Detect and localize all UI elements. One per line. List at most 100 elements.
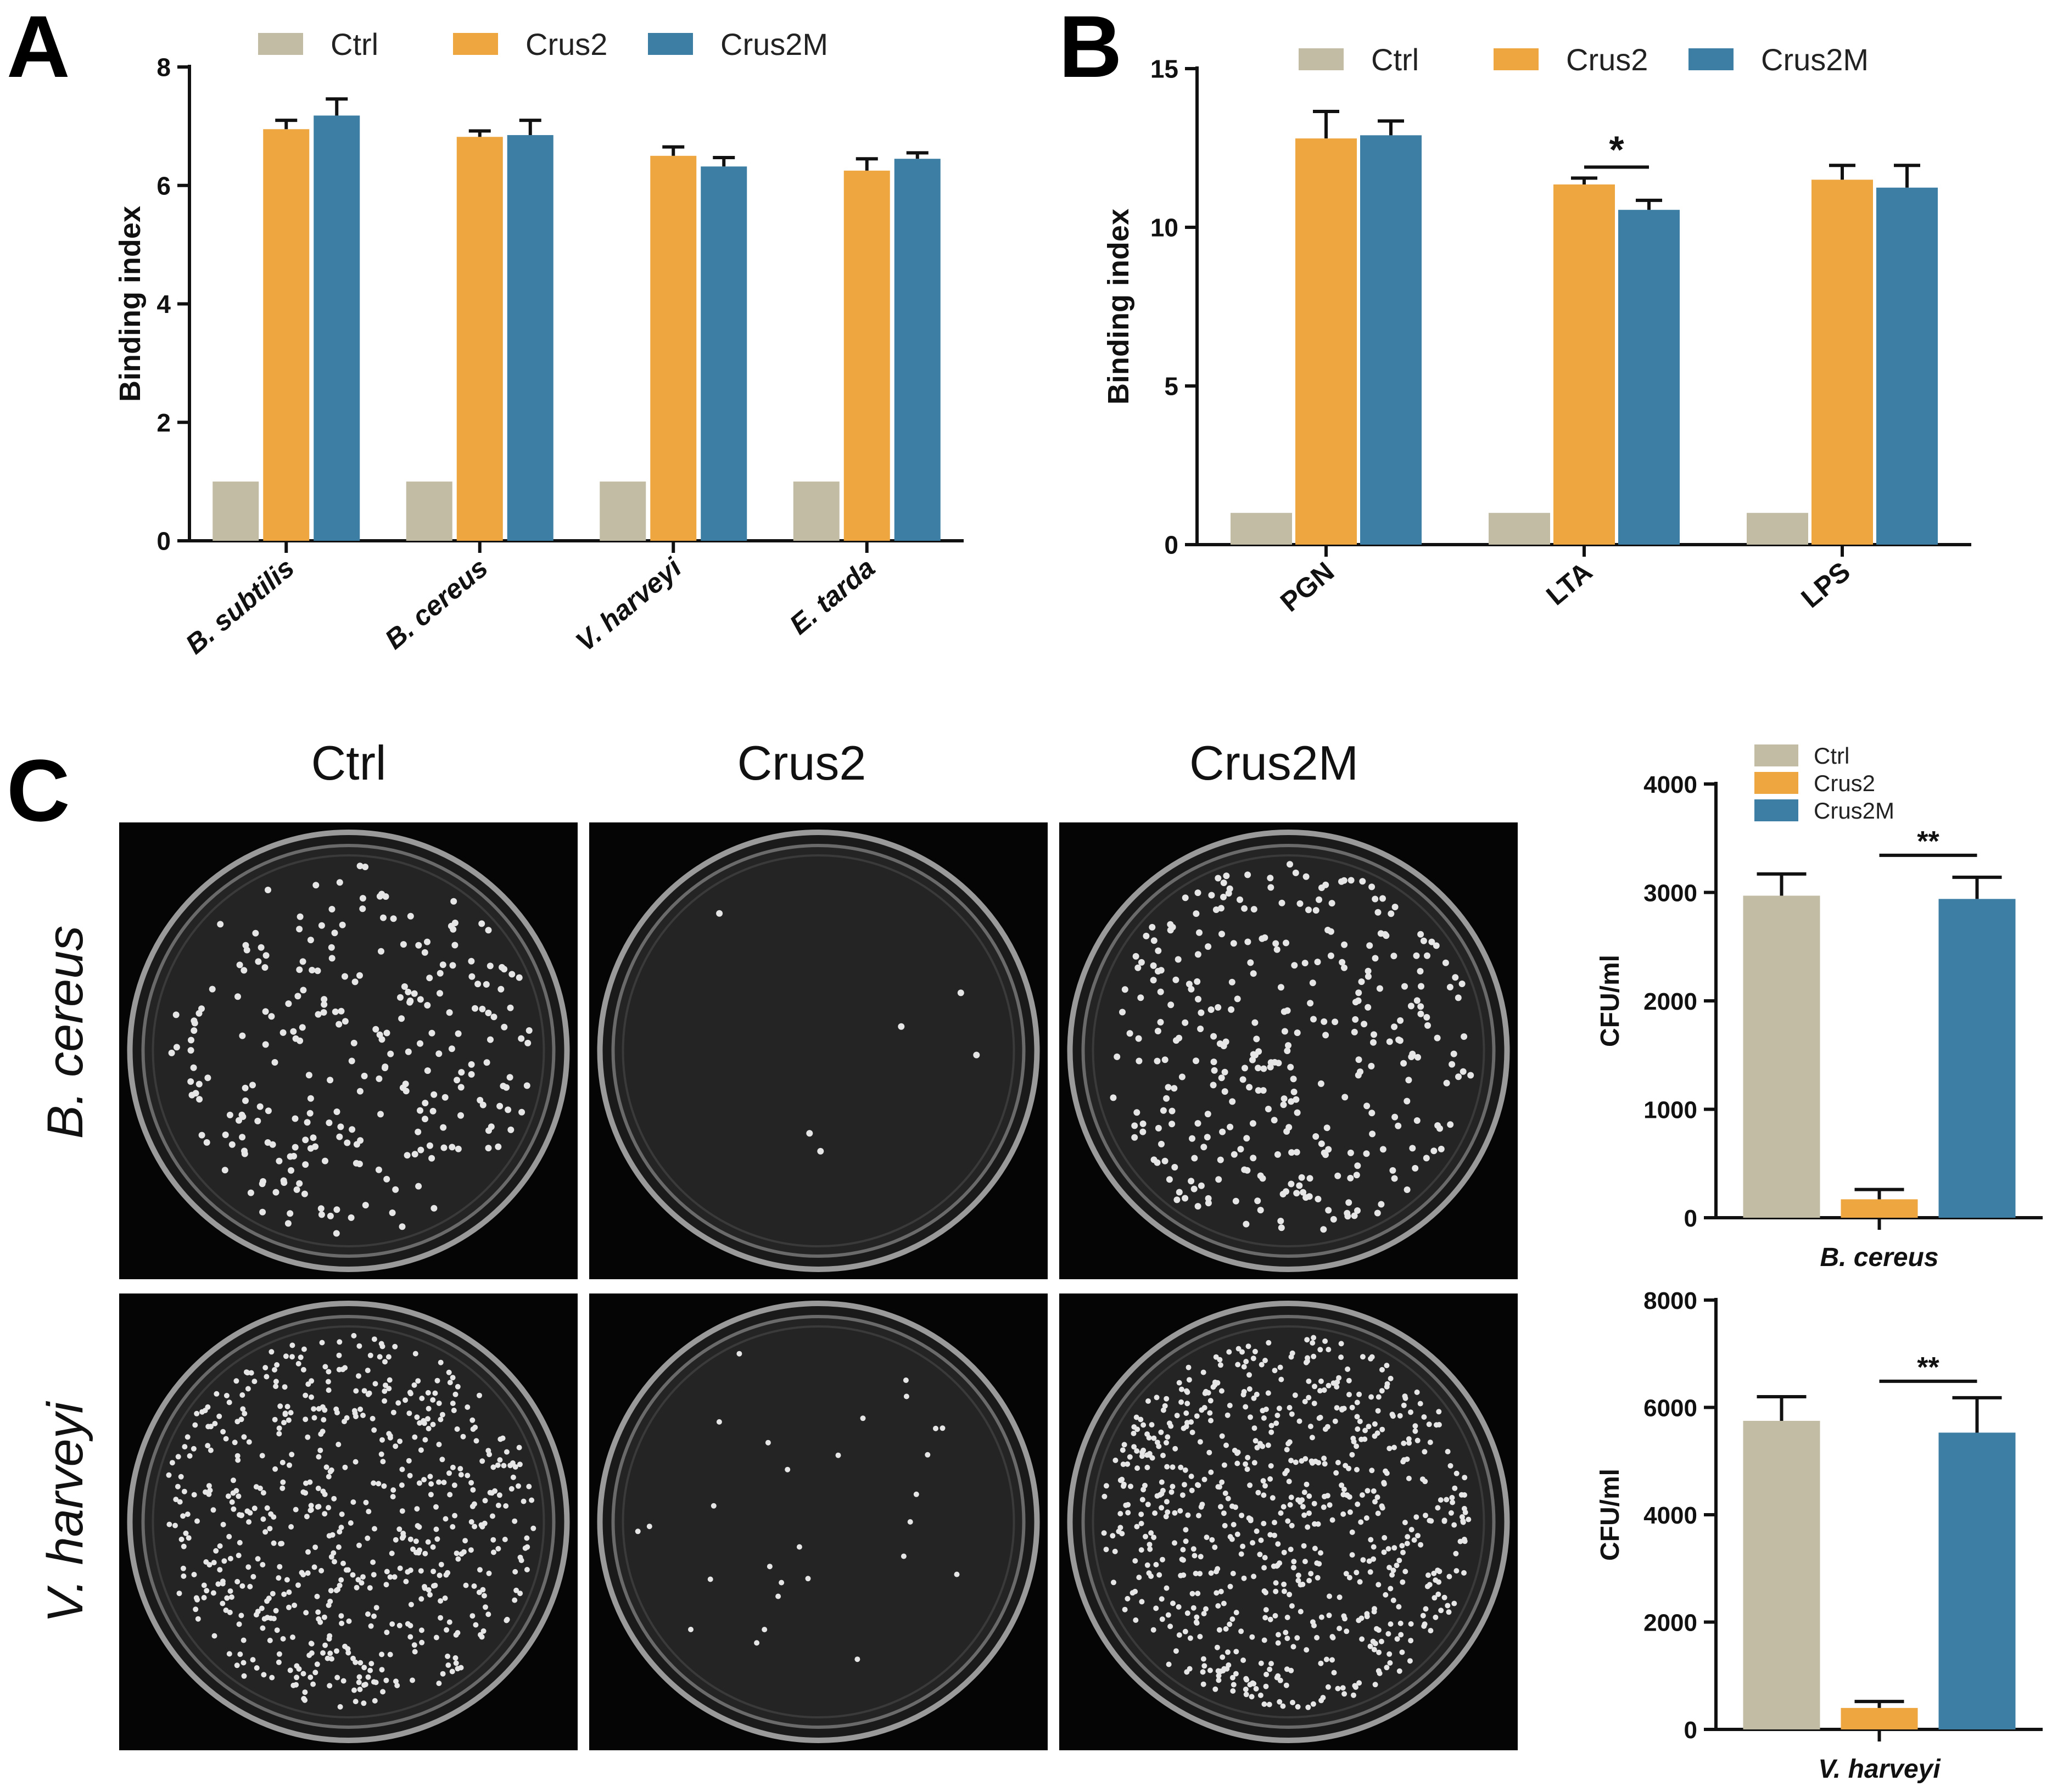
legend-swatch-crus2m — [1688, 48, 1734, 70]
bar-crus2-b-subtilis — [263, 129, 310, 541]
legend-swatch-ctrl — [1299, 48, 1344, 70]
plate-row-label-v-harveyi: V. harveyi — [37, 1401, 93, 1623]
legend-label-crus2m: Crus2M — [1814, 798, 1894, 824]
bar-crus2m-b-subtilis — [314, 115, 360, 541]
y-tick-label: 8 — [156, 53, 171, 82]
legend-label-ctrl: Ctrl — [331, 27, 378, 61]
bar-ctrl-lps — [1747, 513, 1808, 545]
plate-inner-ring — [622, 854, 1015, 1247]
y-tick-label: 0 — [156, 527, 171, 556]
bar-crus2 — [1841, 1199, 1918, 1218]
y-tick-label: 4000 — [1643, 771, 1697, 798]
plate-b-cereus-crus2m — [1059, 822, 1518, 1279]
plate-agar — [611, 844, 1026, 1258]
y-tick-label: 10 — [1150, 214, 1178, 242]
plate-b-cereus-crus2 — [589, 822, 1048, 1279]
chart-cfu-v-harveyi: 0 2000 4000 6000 8000 CFU/ml V. harveyi ** — [1596, 1287, 2043, 1784]
plate-inner-ring — [1092, 1325, 1485, 1718]
bar-crus2-v-harveyi — [650, 155, 697, 541]
legend-label-crus2: Crus2 — [1814, 770, 1875, 796]
plate-col-title-crus2m: Crus2M — [1189, 736, 1358, 790]
bar-crus2-pgn — [1295, 138, 1357, 545]
bar-crus2-e-tarda — [843, 170, 890, 541]
bar-crus2m-v-harveyi — [701, 166, 747, 541]
plate-v-harveyi-crus2 — [589, 1293, 1048, 1750]
legend-swatch-crus2m — [648, 33, 693, 55]
y-tick-label: 0 — [1684, 1717, 1697, 1744]
y-tick-label: 6000 — [1643, 1395, 1697, 1421]
bar-crus2m-e-tarda — [894, 159, 941, 541]
plate-colonies — [168, 863, 533, 1237]
bar-ctrl-b-cereus — [406, 481, 452, 541]
bar-ctrl-pgn — [1231, 513, 1292, 545]
y-tick-label: 5 — [1164, 372, 1178, 401]
plate-agar — [611, 1315, 1026, 1729]
bar-ctrl-b-subtilis — [213, 481, 259, 541]
plate-row-label-b-cereus: B. cereus — [37, 926, 93, 1139]
legend-swatch-ctrl — [258, 33, 303, 55]
plate-inner-ring — [152, 854, 545, 1247]
bar-ctrl — [1743, 1420, 1820, 1729]
legend-swatch-crus2 — [453, 33, 498, 55]
plate-inner-ring — [1092, 854, 1485, 1247]
y-tick-label: 2 — [156, 408, 171, 437]
chart-binding-ligands: 0 5 10 15 Binding index PGN LTA LPS * Ctrl Crus2 Cr… — [1102, 42, 1971, 618]
y-tick-label: 2000 — [1643, 988, 1697, 1015]
plate-v-harveyi-crus2m — [1059, 1293, 1518, 1750]
x-category-label: E. tarda — [784, 552, 880, 641]
x-category-label: B. subtilis — [180, 552, 300, 660]
y-tick-label: 3000 — [1643, 880, 1697, 906]
legend-swatch-crus2 — [1494, 48, 1539, 70]
plate-col-title-ctrl: Ctrl — [311, 736, 387, 790]
y-tick-label: 15 — [1150, 55, 1178, 83]
legend-label-crus2: Crus2 — [1566, 42, 1648, 77]
bar-crus2-b-cereus — [456, 137, 503, 541]
bar-crus2m-b-cereus — [507, 135, 553, 541]
plate-col-title-crus2: Crus2 — [737, 736, 866, 790]
plate-colonies — [635, 1351, 960, 1662]
legend-swatch-ctrl — [1754, 744, 1798, 766]
x-category-label: V. harveyi — [570, 552, 687, 658]
y-tick-label: 2000 — [1643, 1609, 1697, 1636]
bar-crus2m-pgn — [1360, 135, 1422, 545]
plate-photo-grid — [119, 822, 1518, 1750]
legend-label-crus2m: Crus2M — [720, 27, 828, 61]
bar-ctrl-e-tarda — [793, 481, 840, 541]
legend-label-crus2: Crus2 — [525, 27, 607, 61]
y-tick-label: 4000 — [1643, 1502, 1697, 1529]
bar-crus2m-lta — [1618, 210, 1680, 545]
y-tick-label: 6 — [156, 171, 171, 200]
plate-agar — [141, 844, 556, 1258]
panel-label-a: A — [7, 0, 70, 96]
significance-label: * — [1609, 128, 1624, 171]
x-category-label: LTA — [1540, 556, 1598, 612]
legend-label-ctrl: Ctrl — [1814, 743, 1849, 769]
y-tick-label: 8000 — [1643, 1287, 1697, 1314]
y-tick-label: 0 — [1684, 1205, 1697, 1232]
panel-label-c: C — [7, 741, 70, 839]
bar-crus2-lta — [1553, 184, 1615, 545]
bar-crus2m — [1938, 899, 2016, 1218]
panel-label-b: B — [1059, 0, 1122, 96]
plate-v-harveyi-ctrl — [119, 1293, 578, 1750]
chart-binding-bacteria: 0 2 4 6 8 Binding index B. subtilis B. cereus V.… — [114, 27, 964, 660]
plate-colonies — [166, 1332, 536, 1710]
y-tick-label: 4 — [156, 290, 171, 318]
y-tick-label: 1000 — [1643, 1096, 1697, 1123]
x-axis-label: B. cereus — [1820, 1243, 1938, 1272]
bar-crus2-lps — [1811, 180, 1873, 545]
y-axis-label: CFU/ml — [1596, 955, 1625, 1047]
legend-label-ctrl: Ctrl — [1371, 42, 1419, 77]
x-category-label: B. cereus — [379, 552, 493, 656]
x-axis-label: V. harveyi — [1818, 1755, 1941, 1784]
plate-b-cereus-ctrl — [119, 822, 578, 1279]
plate-inner-ring — [622, 1325, 1015, 1718]
bar-crus2 — [1841, 1707, 1918, 1729]
y-axis-label: Binding index — [1102, 209, 1135, 405]
significance-label: ** — [1917, 826, 1939, 858]
bar-ctrl-lta — [1489, 513, 1550, 545]
plate-colonies — [1101, 1335, 1472, 1710]
y-axis-label: Binding index — [114, 206, 147, 402]
